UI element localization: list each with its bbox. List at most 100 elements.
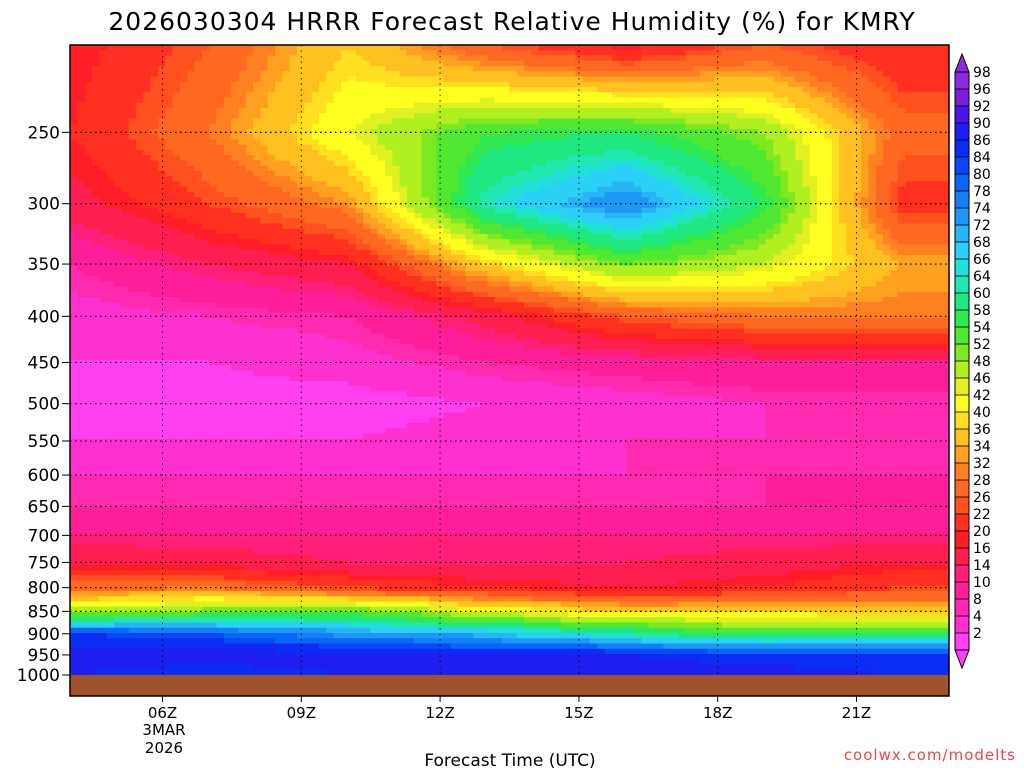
heatmap-cell bbox=[568, 102, 577, 109]
heatmap-cell bbox=[319, 81, 327, 88]
heatmap-cell bbox=[223, 71, 232, 78]
heatmap-cell bbox=[912, 118, 921, 125]
heatmap-cell bbox=[861, 160, 870, 167]
heatmap-cell bbox=[443, 239, 452, 246]
heatmap-cell bbox=[817, 155, 826, 162]
heatmap-cell bbox=[238, 66, 247, 72]
heatmap-cell bbox=[370, 118, 379, 125]
heatmap-cell bbox=[363, 60, 371, 67]
heatmap-cell bbox=[494, 123, 503, 130]
heatmap-cell bbox=[245, 234, 254, 240]
heatmap-cell bbox=[699, 97, 708, 104]
heatmap-cell bbox=[502, 92, 511, 99]
heatmap-cell bbox=[472, 113, 481, 120]
heatmap-cell bbox=[216, 244, 225, 251]
heatmap-cell bbox=[238, 50, 247, 57]
heatmap-cell bbox=[648, 55, 657, 62]
heatmap-cell bbox=[275, 197, 284, 204]
heatmap-cell bbox=[846, 186, 855, 193]
heatmap-cell bbox=[868, 81, 877, 88]
heatmap-cell bbox=[150, 155, 159, 162]
heatmap-cell bbox=[670, 218, 679, 225]
heatmap-cell bbox=[787, 207, 796, 214]
heatmap-cell bbox=[941, 123, 949, 130]
heatmap-cell bbox=[736, 123, 745, 130]
heatmap-cell bbox=[839, 181, 848, 188]
heatmap-cell bbox=[765, 113, 774, 120]
heatmap-cell bbox=[509, 50, 518, 57]
heatmap-cell bbox=[897, 150, 906, 156]
heatmap-cell bbox=[289, 108, 298, 114]
heatmap-cell bbox=[172, 71, 181, 78]
heatmap-cell bbox=[99, 129, 108, 135]
heatmap-cell bbox=[934, 202, 943, 209]
heatmap-cell bbox=[575, 129, 584, 135]
heatmap-cell bbox=[363, 129, 371, 135]
heatmap-cell bbox=[179, 186, 188, 193]
heatmap-cell bbox=[304, 155, 313, 162]
heatmap-cell bbox=[890, 186, 899, 193]
heatmap-cell bbox=[751, 60, 760, 67]
heatmap-cell bbox=[275, 260, 284, 267]
heatmap-cell bbox=[392, 234, 401, 240]
heatmap-cell bbox=[619, 134, 628, 141]
heatmap-cell bbox=[494, 202, 503, 209]
heatmap-cell bbox=[590, 213, 598, 219]
heatmap-cell bbox=[121, 207, 130, 214]
heatmap-cell bbox=[135, 134, 144, 141]
heatmap-cell bbox=[846, 255, 855, 261]
heatmap-cell bbox=[113, 218, 122, 225]
heatmap-cell bbox=[721, 255, 730, 261]
heatmap-cell bbox=[275, 123, 284, 130]
heatmap-cell bbox=[780, 218, 789, 225]
heatmap-cell bbox=[253, 249, 262, 256]
heatmap-cell bbox=[267, 60, 276, 67]
heatmap-cell bbox=[428, 97, 437, 104]
heatmap-cell bbox=[626, 207, 635, 214]
heatmap-cell bbox=[677, 123, 686, 130]
heatmap-cell bbox=[656, 118, 664, 125]
heatmap-cell bbox=[450, 197, 459, 204]
heatmap-cell bbox=[524, 155, 533, 162]
heatmap-cell bbox=[582, 213, 591, 219]
heatmap-cell bbox=[553, 139, 562, 146]
heatmap-cell bbox=[355, 50, 364, 57]
heatmap-cell bbox=[245, 92, 254, 99]
heatmap-cell bbox=[897, 239, 906, 246]
heatmap-cell bbox=[113, 66, 122, 72]
heatmap-cell bbox=[919, 45, 928, 51]
heatmap-cell bbox=[795, 71, 804, 78]
heatmap-cell bbox=[634, 155, 642, 162]
heatmap-cell bbox=[765, 171, 774, 177]
heatmap-cell bbox=[560, 165, 569, 172]
heatmap-cell bbox=[677, 144, 686, 151]
heatmap-cell bbox=[428, 202, 437, 209]
heatmap-cell bbox=[765, 202, 774, 209]
heatmap-cell bbox=[824, 223, 833, 230]
heatmap-cell bbox=[509, 260, 518, 267]
heatmap-cell bbox=[135, 234, 144, 240]
heatmap-cell bbox=[875, 165, 884, 172]
heatmap-cell bbox=[341, 192, 349, 198]
heatmap-cell bbox=[165, 197, 174, 204]
heatmap-cell bbox=[919, 134, 928, 141]
heatmap-cell bbox=[809, 150, 818, 156]
heatmap-cell bbox=[677, 45, 686, 51]
heatmap-cell bbox=[363, 150, 371, 156]
heatmap-cell bbox=[223, 160, 232, 167]
heatmap-cell bbox=[472, 150, 481, 156]
heatmap-cell bbox=[502, 223, 511, 230]
heatmap-cell bbox=[538, 207, 547, 214]
heatmap-cell bbox=[91, 223, 100, 230]
heatmap-cell bbox=[846, 66, 855, 72]
heatmap-cell bbox=[245, 165, 254, 172]
heatmap-cell bbox=[121, 176, 130, 183]
heatmap-cell bbox=[341, 113, 349, 120]
heatmap-cell bbox=[560, 87, 569, 93]
heatmap-cell bbox=[560, 213, 569, 219]
heatmap-cell bbox=[604, 176, 613, 183]
heatmap-cell bbox=[575, 181, 584, 188]
heatmap-cell bbox=[802, 108, 811, 114]
heatmap-cell bbox=[480, 165, 489, 172]
heatmap-cell bbox=[392, 108, 401, 114]
